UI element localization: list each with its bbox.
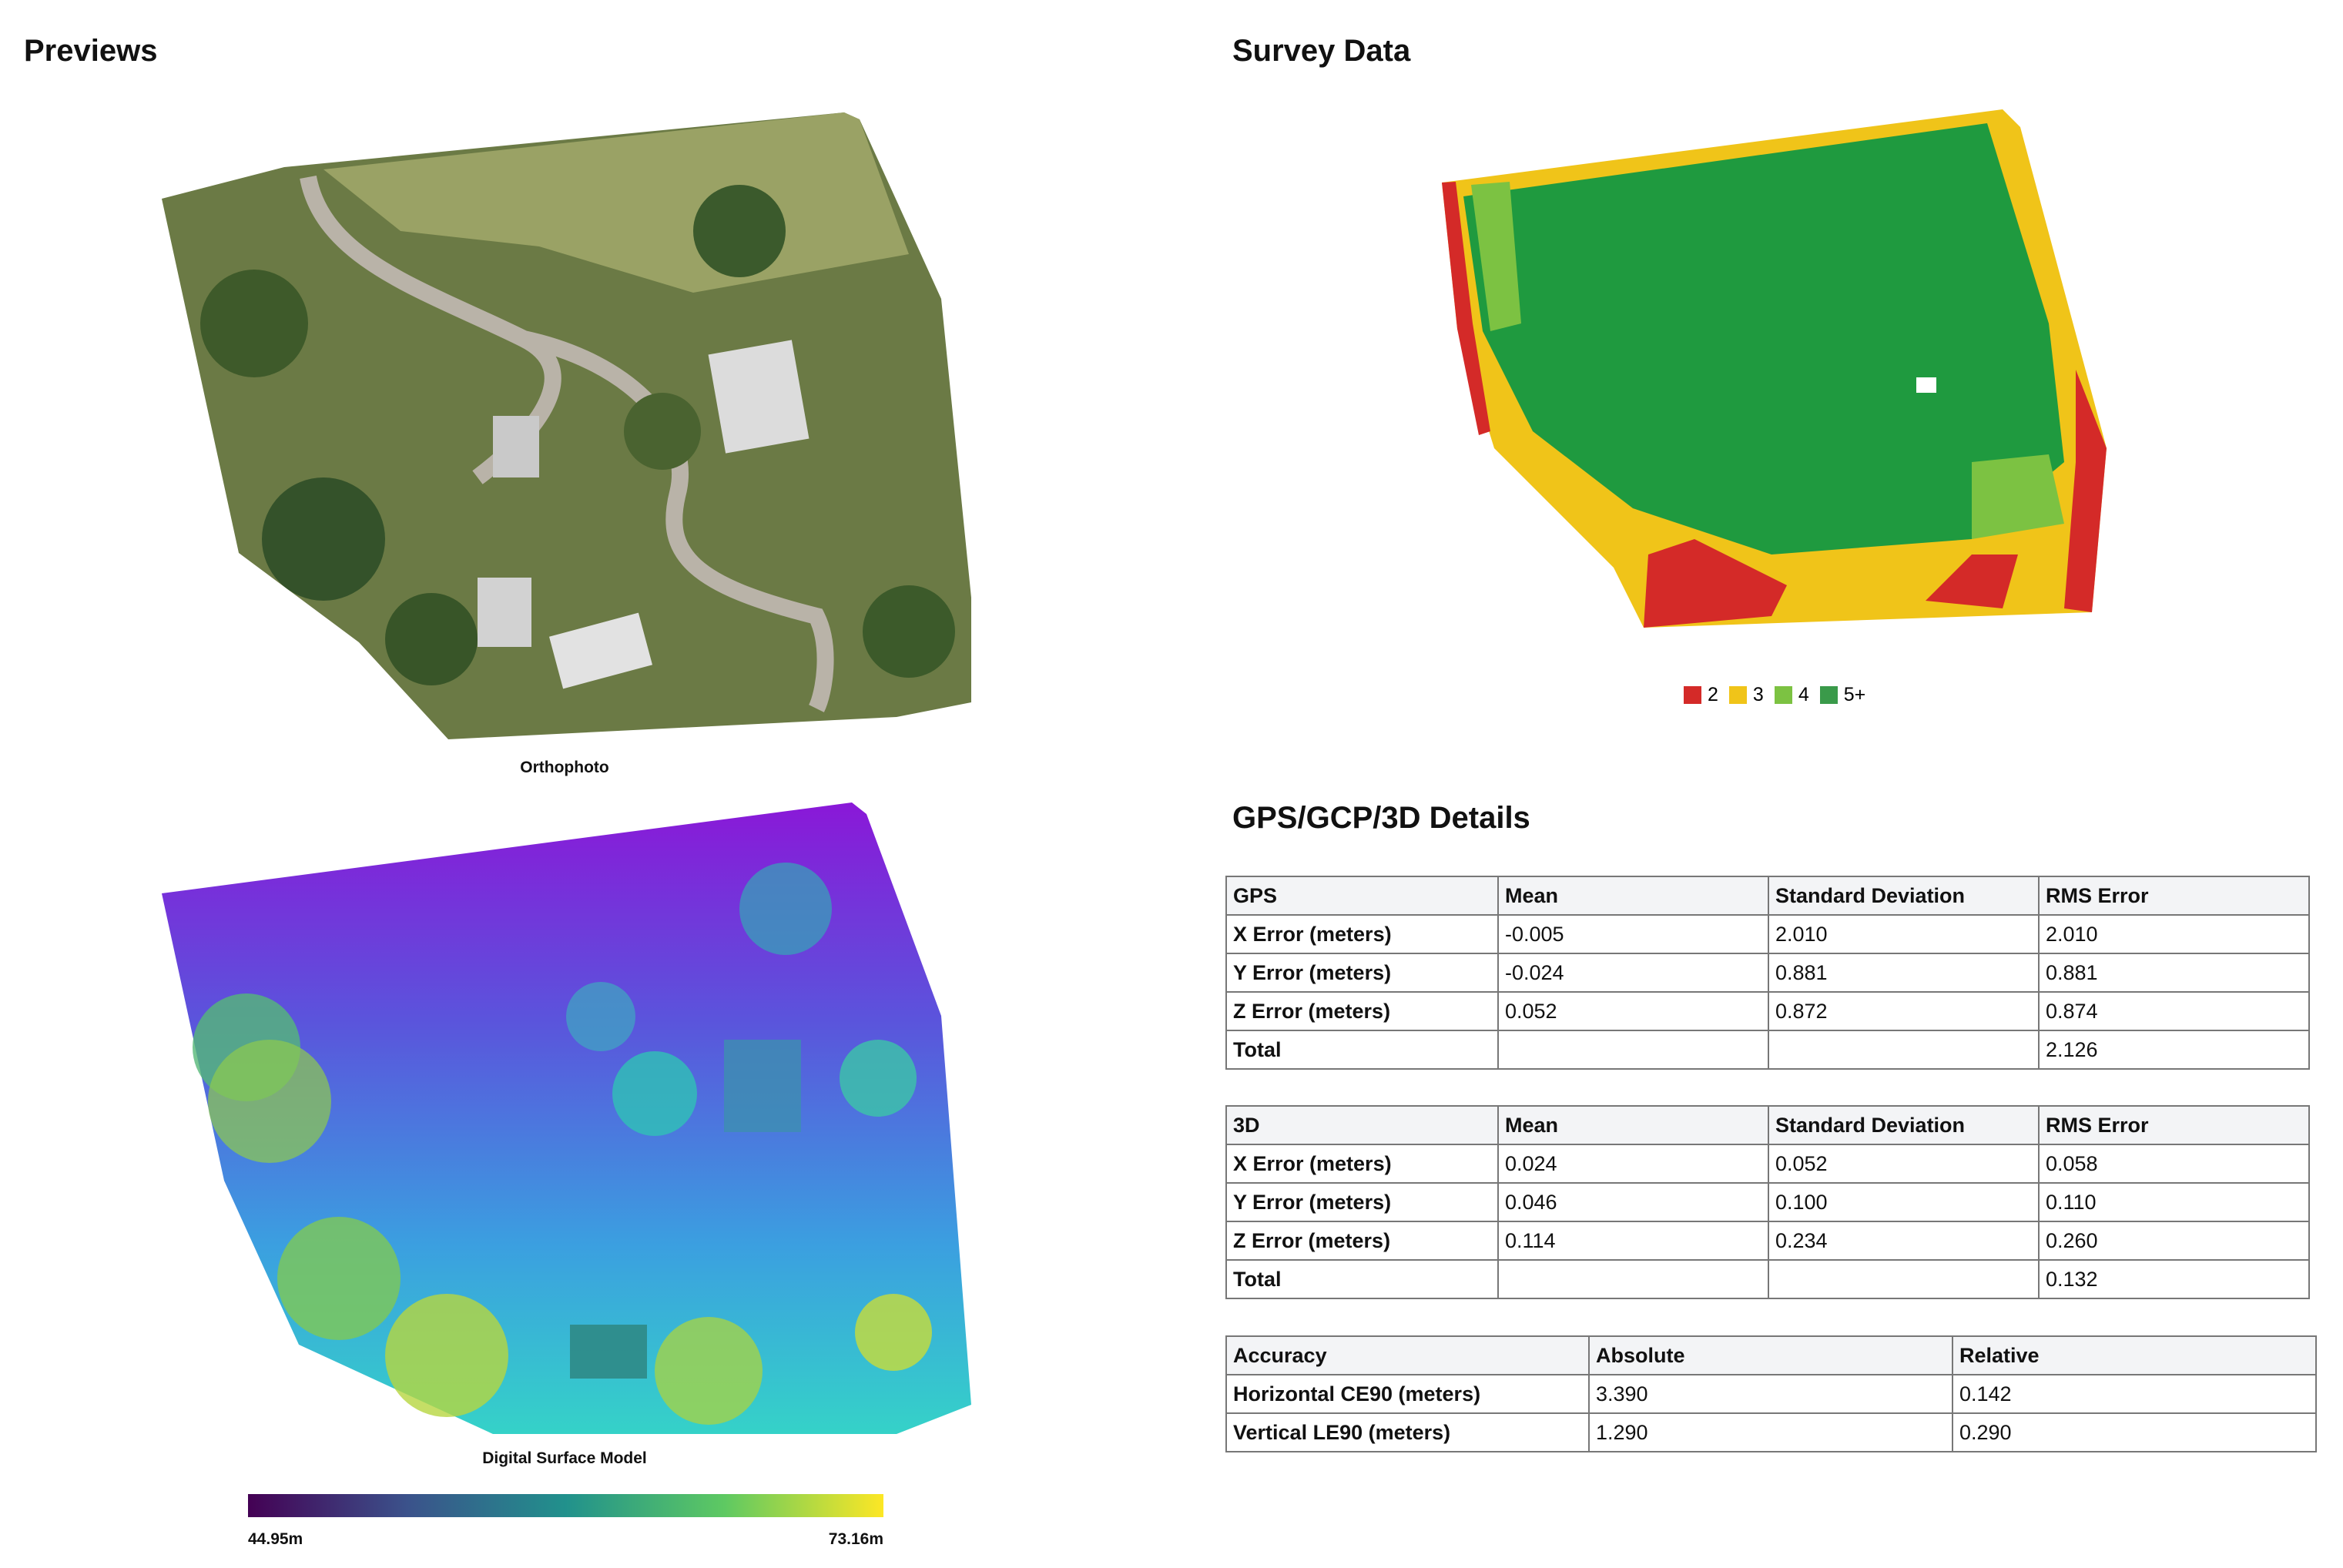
dsm bbox=[162, 802, 971, 1434]
colorbar-max: 73.16m bbox=[828, 1530, 883, 1548]
cell bbox=[1768, 1030, 2040, 1070]
header-cell: Absolute bbox=[1588, 1335, 1953, 1375]
header-cell: GPS bbox=[1225, 876, 1499, 916]
survey-title: Survey Data bbox=[1232, 34, 1411, 68]
legend-label: 2 bbox=[1708, 684, 1718, 705]
legend-item: 2 bbox=[1684, 684, 1718, 706]
cell: 0.024 bbox=[1497, 1144, 1769, 1184]
colorbar-min: 44.95m bbox=[248, 1530, 303, 1548]
header-row: GPS Mean Standard Deviation RMS Error bbox=[1225, 876, 2310, 916]
table-row: Horizontal CE90 (meters) 3.390 0.142 bbox=[1225, 1374, 2317, 1414]
cell: 0.881 bbox=[2038, 953, 2310, 993]
cell: 1.290 bbox=[1588, 1412, 1953, 1452]
cell: 0.234 bbox=[1768, 1221, 2040, 1261]
legend-swatch bbox=[1819, 686, 1838, 704]
row-label: Z Error (meters) bbox=[1225, 1221, 1499, 1261]
header-cell: 3D bbox=[1225, 1105, 1499, 1145]
cell: 0.142 bbox=[1952, 1374, 2317, 1414]
table-body: 3D Mean Standard Deviation RMS Error X Error… bbox=[1225, 1105, 2310, 1299]
colorbar bbox=[248, 1494, 883, 1517]
cell: 0.058 bbox=[2038, 1144, 2310, 1184]
row-label: Y Error (meters) bbox=[1225, 1182, 1499, 1222]
cell: -0.024 bbox=[1497, 953, 1769, 993]
legend-item: 5+ bbox=[1819, 684, 1866, 706]
cell: 0.110 bbox=[2038, 1182, 2310, 1222]
table-body: Accuracy Absolute Relative Horizontal CE90 … bbox=[1225, 1335, 2317, 1452]
table-row: Y Error (meters) 0.046 0.100 0.110 bbox=[1225, 1182, 2310, 1222]
legend-item: 3 bbox=[1728, 684, 1764, 706]
legend-label: 5+ bbox=[1843, 684, 1866, 705]
cell bbox=[1497, 1259, 1769, 1299]
orthophoto bbox=[162, 112, 971, 739]
table-row: Total 2.126 bbox=[1225, 1030, 2310, 1070]
details-title: GPS/GCP/3D Details bbox=[1232, 801, 1530, 835]
row-label: Vertical LE90 (meters) bbox=[1225, 1412, 1590, 1452]
cell: 3.390 bbox=[1588, 1374, 1953, 1414]
header-cell: RMS Error bbox=[2038, 876, 2310, 916]
legend-swatch bbox=[1684, 686, 1701, 704]
cell: 0.132 bbox=[2038, 1259, 2310, 1299]
row-label: Horizontal CE90 (meters) bbox=[1225, 1374, 1590, 1414]
survey-map bbox=[1442, 109, 2107, 628]
cell: 0.290 bbox=[1952, 1412, 2317, 1452]
header-row: Accuracy Absolute Relative bbox=[1225, 1335, 2317, 1375]
row-label: Y Error (meters) bbox=[1225, 953, 1499, 993]
cell: 0.100 bbox=[1768, 1182, 2040, 1222]
header-cell: Mean bbox=[1497, 876, 1769, 916]
previews-title: Previews bbox=[24, 34, 158, 68]
table-row: Total 0.132 bbox=[1225, 1259, 2310, 1299]
details-table: Accuracy Absolute Relative Horizontal CE90 … bbox=[1225, 1335, 2317, 1452]
table-row: Y Error (meters) -0.024 0.881 0.881 bbox=[1225, 953, 2310, 993]
cell: 2.010 bbox=[2038, 914, 2310, 954]
survey-legend: 2 3 4 5+ bbox=[1684, 684, 1876, 706]
table-row: Vertical LE90 (meters) 1.290 0.290 bbox=[1225, 1412, 2317, 1452]
row-label: X Error (meters) bbox=[1225, 914, 1499, 954]
legend-swatch bbox=[1728, 686, 1747, 704]
previews-images bbox=[162, 112, 971, 1517]
cell: 0.052 bbox=[1497, 991, 1769, 1031]
legend-item: 4 bbox=[1774, 684, 1809, 706]
cell: 0.260 bbox=[2038, 1221, 2310, 1261]
table-row: Z Error (meters) 0.114 0.234 0.260 bbox=[1225, 1221, 2310, 1261]
cell: 0.872 bbox=[1768, 991, 2040, 1031]
table-row: X Error (meters) -0.005 2.010 2.010 bbox=[1225, 914, 2310, 954]
header-row: 3D Mean Standard Deviation RMS Error bbox=[1225, 1105, 2310, 1145]
header-cell: Accuracy bbox=[1225, 1335, 1590, 1375]
orthophoto-caption: Orthophoto bbox=[520, 759, 609, 776]
table-row: X Error (meters) 0.024 0.052 0.058 bbox=[1225, 1144, 2310, 1184]
row-label: X Error (meters) bbox=[1225, 1144, 1499, 1184]
cell: 0.046 bbox=[1497, 1182, 1769, 1222]
cell bbox=[1497, 1030, 1769, 1070]
legend-label: 3 bbox=[1752, 684, 1764, 705]
cell: 2.010 bbox=[1768, 914, 2040, 954]
header-cell: Standard Deviation bbox=[1768, 1105, 2040, 1145]
legend-label: 4 bbox=[1798, 684, 1809, 705]
details-table: GPS Mean Standard Deviation RMS Error X Erro… bbox=[1225, 876, 2310, 1070]
cell: 0.114 bbox=[1497, 1221, 1769, 1261]
header-cell: Relative bbox=[1952, 1335, 2317, 1375]
cell: 0.874 bbox=[2038, 991, 2310, 1031]
table-row: Z Error (meters) 0.052 0.872 0.874 bbox=[1225, 991, 2310, 1031]
header-cell: RMS Error bbox=[2038, 1105, 2310, 1145]
dsm-caption: Digital Surface Model bbox=[482, 1449, 647, 1467]
cell: 0.881 bbox=[1768, 953, 2040, 993]
details-table: 3D Mean Standard Deviation RMS Error X Error… bbox=[1225, 1105, 2310, 1299]
cell: -0.005 bbox=[1497, 914, 1769, 954]
cell: 0.052 bbox=[1768, 1144, 2040, 1184]
table-body: GPS Mean Standard Deviation RMS Error X Erro… bbox=[1225, 876, 2310, 1070]
cell: 2.126 bbox=[2038, 1030, 2310, 1070]
row-label: Total bbox=[1225, 1259, 1499, 1299]
header-cell: Mean bbox=[1497, 1105, 1769, 1145]
legend-swatch bbox=[1774, 686, 1792, 704]
header-cell: Standard Deviation bbox=[1768, 876, 2040, 916]
row-label: Total bbox=[1225, 1030, 1499, 1070]
row-label: Z Error (meters) bbox=[1225, 991, 1499, 1031]
cell bbox=[1768, 1259, 2040, 1299]
